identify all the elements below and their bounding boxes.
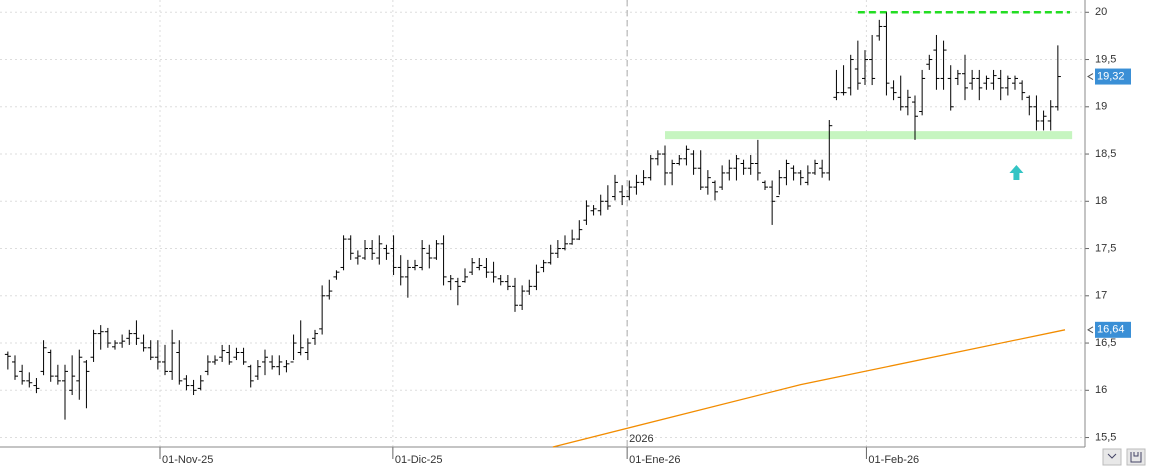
- plot-background: [0, 0, 1085, 447]
- y-tick-label: 18: [1095, 195, 1107, 207]
- x-tick-label: 01-Dic-25: [395, 454, 443, 466]
- y-tick-label: 19: [1095, 101, 1107, 113]
- y-tick-label: 15,5: [1095, 431, 1116, 443]
- last-price-pointer: [1087, 73, 1094, 80]
- x-tick-label: 01-Nov-25: [162, 454, 213, 466]
- ma-price-pointer: [1087, 326, 1094, 334]
- y-tick-label: 17,5: [1095, 242, 1116, 254]
- year-label: 2026: [629, 433, 653, 445]
- y-tick-label: 16,5: [1095, 337, 1116, 349]
- last-price-box: [1095, 68, 1131, 85]
- last-price-label: 19,32: [1097, 70, 1125, 82]
- signal-arrow: [1009, 164, 1024, 180]
- toolbar-icon: [1107, 452, 1142, 463]
- y-tick-label: 20: [1095, 6, 1107, 18]
- moving-average: [552, 329, 1066, 448]
- y-tick-label: 18,5: [1095, 148, 1116, 160]
- ma-price-label: 16,64: [1097, 324, 1125, 336]
- toolbar-button[interactable]: [1102, 448, 1122, 466]
- y-tick-label: 16: [1095, 384, 1107, 396]
- toolbar-button[interactable]: [1126, 448, 1146, 466]
- ma-price-box: [1095, 321, 1131, 338]
- x-tick-label: 01-Feb-26: [868, 454, 919, 466]
- y-tick-label: 19,5: [1095, 53, 1116, 65]
- x-tick-label: 01-Ene-26: [629, 454, 680, 466]
- y-tick-label: 17: [1095, 290, 1107, 302]
- support-zone: [665, 131, 1073, 140]
